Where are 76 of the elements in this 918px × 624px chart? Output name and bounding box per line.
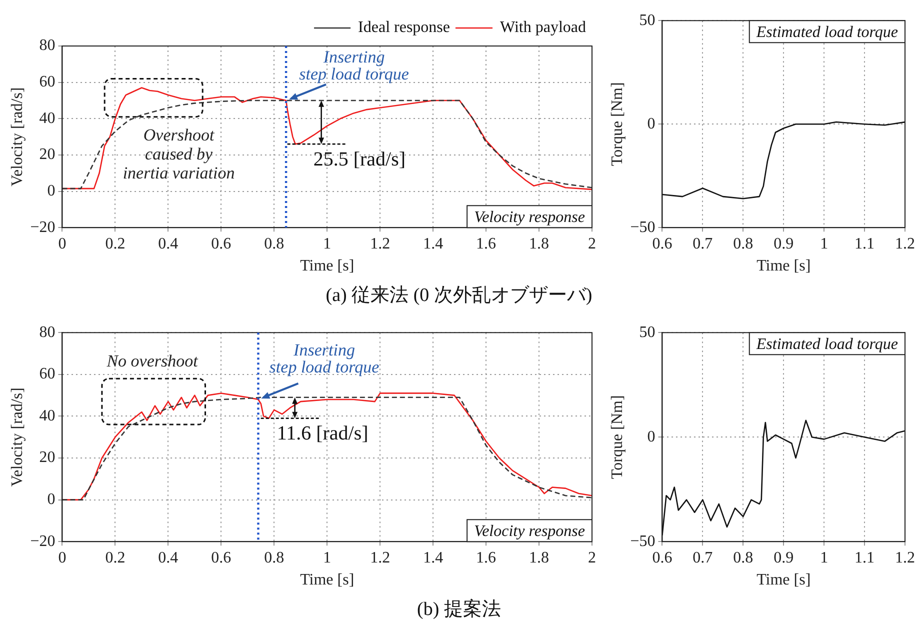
x-tick-label: 0.8 — [733, 549, 754, 566]
y-axis-title: Torque [Nm] — [608, 82, 626, 166]
annotation: No overshoot — [106, 351, 200, 370]
y-tick-label: 20 — [39, 146, 56, 164]
y-tick-label: 40 — [39, 110, 56, 127]
x-tick-label: 1.2 — [895, 549, 915, 566]
x-tick-label: 0.9 — [774, 549, 794, 566]
x-tick-label: 2 — [588, 235, 596, 252]
x-axis-title: Time [s] — [756, 572, 811, 589]
annotation: Estimated load torque — [755, 336, 898, 353]
y-tick-label: 0 — [47, 491, 56, 508]
y-tick-label: 50 — [639, 12, 656, 29]
y-tick-label: 0 — [47, 182, 56, 200]
x-axis-title: Time [s] — [300, 572, 354, 589]
x-tick-label: 0.7 — [692, 235, 713, 252]
x-tick-label: 1 — [323, 235, 332, 252]
x-tick-label: 0.2 — [105, 549, 126, 566]
x-tick-label: 0.6 — [211, 235, 232, 252]
annotation: Velocity response — [474, 522, 586, 540]
x-tick-label: 1.6 — [476, 235, 496, 252]
x-tick-label: 1.8 — [529, 235, 550, 252]
y-tick-label: 60 — [39, 74, 56, 91]
y-axis-title: Velocity [rad/s] — [8, 388, 26, 487]
y-tick-label: −50 — [630, 532, 656, 550]
x-tick-label: 1.2 — [370, 235, 390, 252]
x-tick-label: 0.6 — [211, 549, 232, 566]
y-tick-label: 50 — [639, 324, 656, 341]
annotation: 11.6 [rad/s] — [276, 422, 368, 445]
x-tick-label: 0 — [58, 235, 66, 252]
x-tick-label: 0.4 — [158, 549, 178, 566]
y-tick-label: 80 — [39, 324, 56, 341]
text: (a) 従来法 (0 次外乱オブザーバ) — [324, 284, 594, 308]
annotation: Inserting step load torque — [269, 340, 380, 376]
legend-label: Ideal response — [358, 19, 450, 36]
x-tick-label: 1.8 — [529, 549, 550, 566]
x-tick-label: 0.6 — [652, 235, 672, 252]
x-tick-label: 2 — [588, 549, 596, 566]
x-tick-label: 0.7 — [692, 549, 713, 566]
x-tick-label: 1 — [820, 549, 828, 566]
x-axis-title: Time [s] — [756, 258, 811, 275]
x-tick-label: 0.2 — [105, 235, 126, 252]
x-tick-label: 1.4 — [423, 549, 444, 566]
x-tick-label: 0.4 — [158, 235, 178, 252]
x-tick-label: 0 — [58, 549, 66, 566]
x-tick-label: 0.8 — [264, 235, 284, 252]
y-tick-label: 80 — [39, 37, 56, 54]
text: (b) 提案法 — [416, 598, 502, 622]
y-tick-label: 0 — [647, 115, 656, 132]
x-tick-label: 0.8 — [733, 235, 754, 252]
x-tick-label: 0.8 — [264, 549, 284, 566]
x-tick-label: 1 — [820, 235, 828, 252]
y-tick-label: −20 — [30, 218, 56, 236]
annotation: 25.5 [rad/s] — [313, 148, 406, 170]
y-tick-label: 40 — [39, 407, 56, 424]
y-tick-label: −20 — [30, 532, 56, 550]
x-tick-label: 1.1 — [854, 549, 875, 566]
x-tick-label: 0.6 — [652, 549, 672, 566]
x-tick-label: 1.1 — [854, 235, 875, 252]
y-axis-title: Velocity [rad/s] — [8, 87, 26, 186]
y-tick-label: 60 — [39, 366, 56, 383]
x-tick-label: 1.6 — [476, 549, 496, 566]
x-axis-title: Time [s] — [300, 258, 354, 275]
y-axis-title: Torque [Nm] — [608, 395, 626, 479]
annotation: Estimated load torque — [755, 24, 898, 41]
annotation: Inserting step load torque — [299, 47, 410, 84]
y-tick-label: −50 — [630, 218, 656, 236]
annotation: Overshoot caused by inertia variation — [122, 125, 235, 182]
x-tick-label: 1 — [323, 549, 332, 566]
x-tick-label: 1.2 — [370, 549, 390, 566]
x-tick-label: 1.4 — [423, 235, 444, 252]
legend-label: With payload — [500, 19, 586, 36]
x-tick-label: 1.2 — [895, 235, 915, 252]
x-tick-label: 0.9 — [774, 235, 794, 252]
y-tick-label: 0 — [647, 428, 656, 446]
annotation: Velocity response — [474, 208, 586, 226]
y-tick-label: 20 — [39, 449, 56, 466]
